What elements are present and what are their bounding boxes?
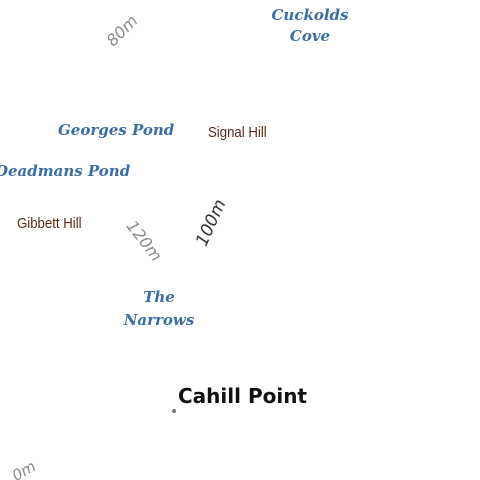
- contour-label-120m: 120m: [122, 216, 166, 265]
- cahill-point-label: Cahill Point: [178, 384, 307, 408]
- cuckolds-cove-label: Cuckolds Cove: [262, 8, 358, 44]
- cahill-point-marker[interactable]: [172, 409, 176, 413]
- cuckolds-cove-line2: Cove: [289, 27, 331, 45]
- gibbett-hill-label: Gibbett Hill: [17, 215, 82, 232]
- cuckolds-cove-line1: Cuckolds: [271, 6, 349, 24]
- georges-pond-label: Georges Pond: [58, 121, 175, 139]
- the-narrows-line1: The: [143, 288, 175, 306]
- deadmans-pond-label: Deadmans Pond: [0, 162, 131, 180]
- contour-label-100m: 100m: [192, 196, 231, 250]
- contour-label-80m: 80m: [102, 11, 142, 51]
- contour-label-partial: 0m: [9, 457, 39, 480]
- signal-hill-label: Signal Hill: [208, 124, 267, 141]
- the-narrows-label: The Narrows: [114, 290, 204, 328]
- the-narrows-line2: Narrows: [123, 311, 195, 329]
